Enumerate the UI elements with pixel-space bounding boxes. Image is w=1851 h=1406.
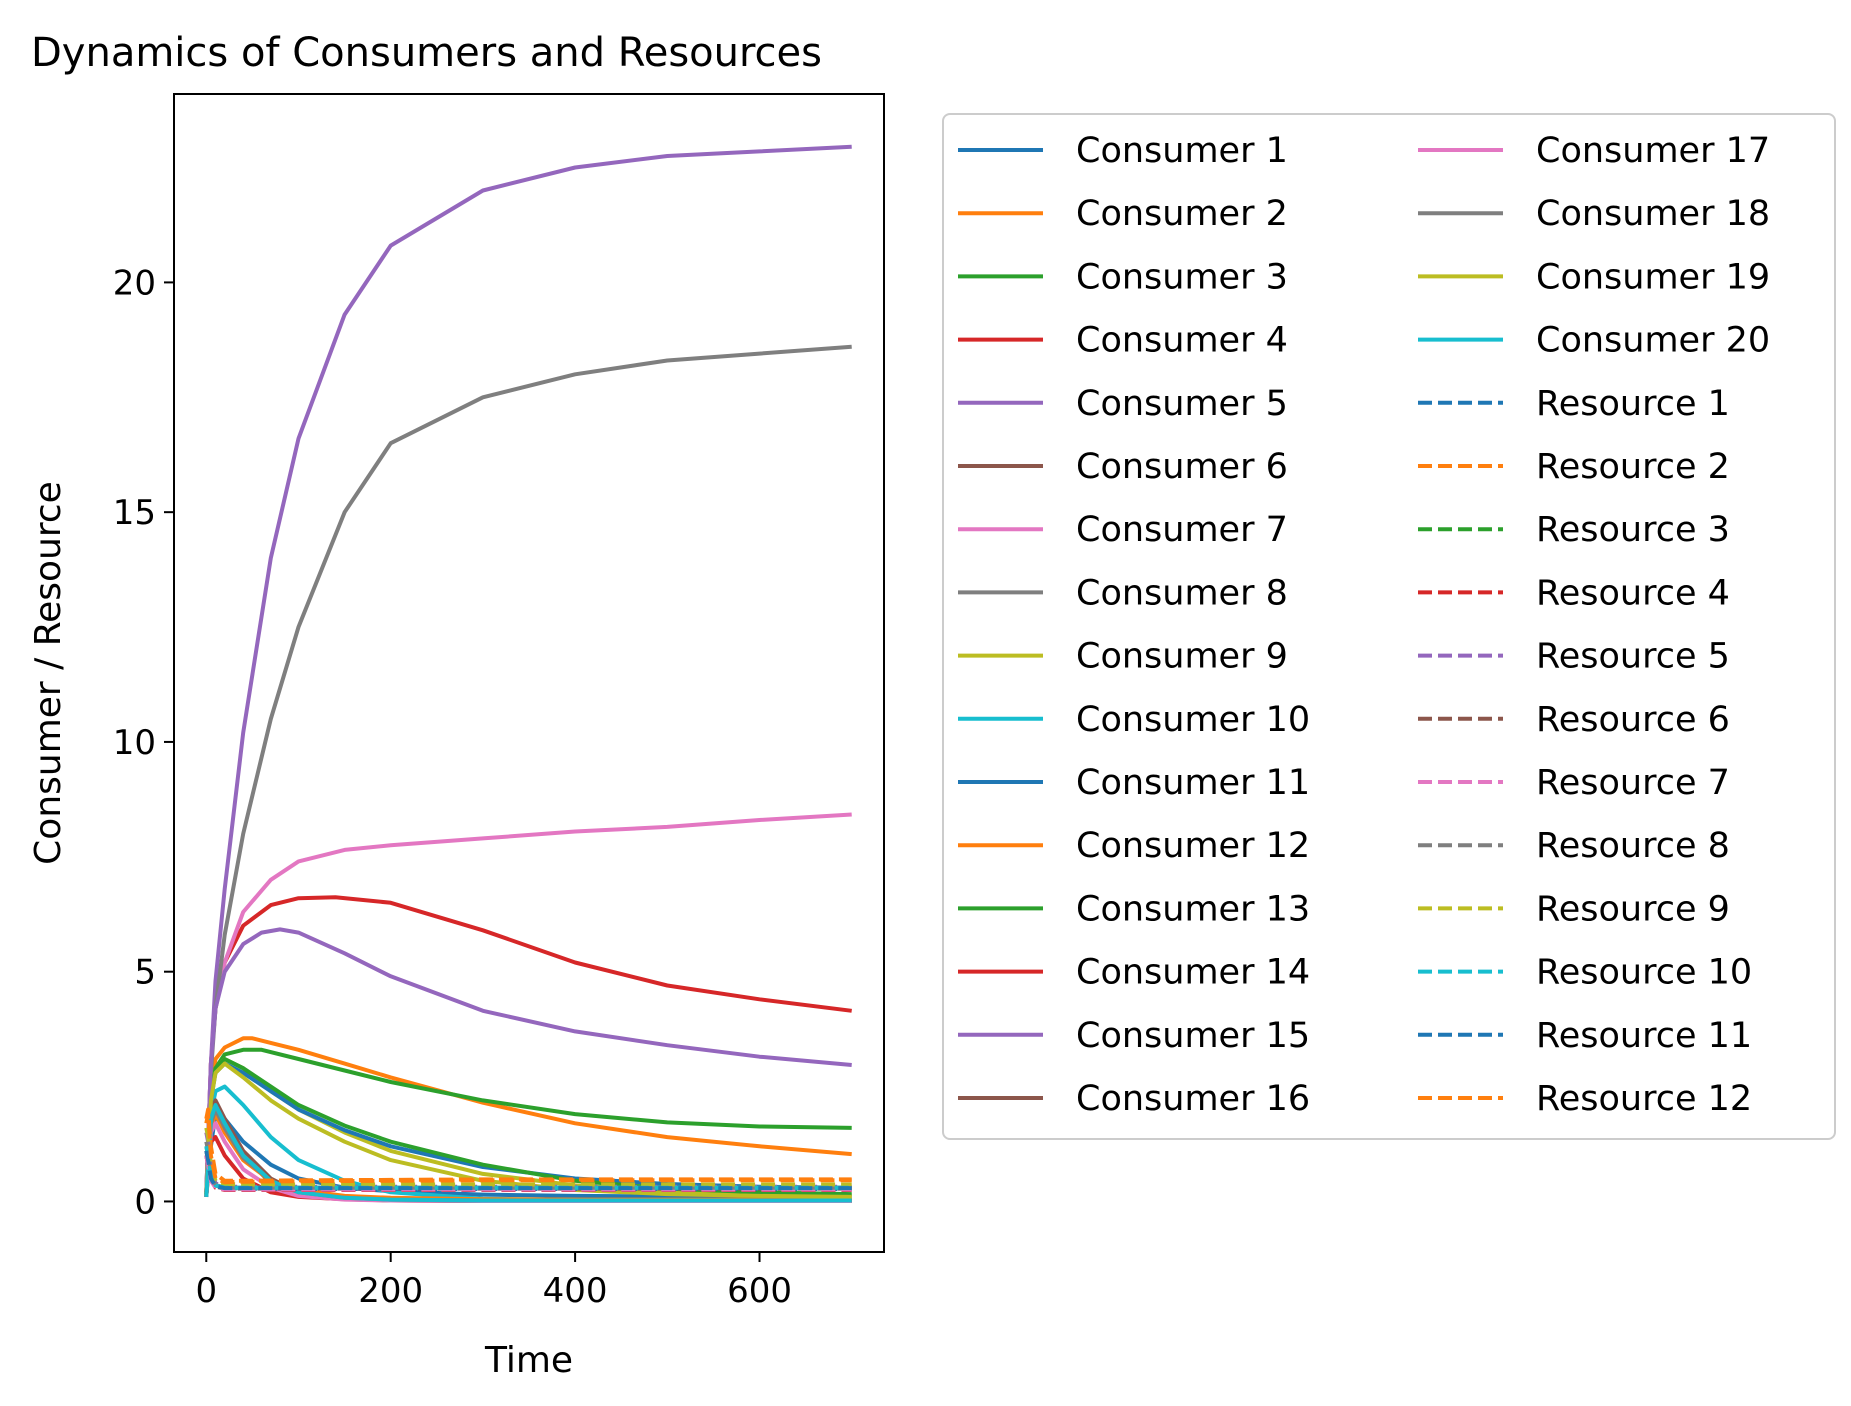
legend-label: Resource 9 — [1536, 889, 1730, 929]
series-line-32 — [204, 1112, 852, 1185]
legend-label: Consumer 12 — [1076, 826, 1310, 866]
y-tick-label: 0 — [134, 1182, 156, 1222]
legend-label: Resource 11 — [1536, 1016, 1752, 1056]
y-axis-label: Consumer / Resource — [28, 481, 69, 865]
legend-label: Consumer 1 — [1076, 131, 1288, 171]
series-line-5 — [204, 144, 852, 1193]
series-line-29 — [204, 1127, 852, 1187]
plot-frame — [173, 93, 885, 1253]
series-group — [204, 144, 852, 1203]
chart-title: Dynamics of Consumers and Resources — [31, 30, 822, 76]
legend-label: Resource 7 — [1536, 763, 1730, 803]
legend-label: Resource 4 — [1536, 573, 1730, 613]
x-tick-label: 200 — [358, 1271, 423, 1311]
legend-label: Consumer 20 — [1536, 321, 1770, 361]
legend-label: Resource 1 — [1536, 384, 1730, 424]
x-tick-label: 0 — [195, 1271, 217, 1311]
legend-label: Consumer 4 — [1076, 321, 1288, 361]
legend-label: Consumer 13 — [1076, 889, 1310, 929]
legend-label: Consumer 17 — [1536, 131, 1770, 171]
legend-label: Resource 12 — [1536, 1079, 1752, 1119]
legend-label: Consumer 15 — [1076, 1016, 1310, 1056]
x-tick-label: 600 — [727, 1271, 792, 1311]
x-tick-label: 400 — [543, 1271, 608, 1311]
legend-label: Consumer 5 — [1076, 384, 1288, 424]
x-axis-label: Time — [484, 1340, 573, 1381]
legend-label: Consumer 7 — [1076, 510, 1288, 550]
legend: Consumer 1 Consumer 2 Consumer 3 Consumer 4… — [942, 113, 1836, 1140]
legend-label: Consumer 2 — [1076, 194, 1288, 234]
legend-items: Consumer 1 Consumer 2 Consumer 3 Consumer 4… — [958, 131, 1770, 1119]
y-axis: 0 5 10 15 20 — [113, 263, 174, 1222]
legend-label: Resource 5 — [1536, 637, 1730, 677]
legend-label: Consumer 19 — [1536, 257, 1770, 297]
legend-label: Consumer 14 — [1076, 953, 1310, 993]
y-tick-label: 15 — [113, 493, 156, 533]
legend-label: Resource 10 — [1536, 953, 1752, 993]
x-axis: 0 200 400 600 — [195, 1252, 792, 1311]
legend-label: Resource 8 — [1536, 826, 1730, 866]
series-line-2 — [204, 1036, 852, 1193]
legend-label: Consumer 8 — [1076, 573, 1288, 613]
series-line-20 — [204, 1103, 852, 1203]
plot-area — [173, 93, 885, 1253]
series-line-19 — [204, 1061, 852, 1199]
legend-label: Consumer 6 — [1076, 447, 1288, 487]
series-line-15 — [204, 927, 852, 1193]
y-tick-label: 5 — [134, 953, 156, 993]
series-line-31 — [204, 1150, 852, 1191]
legend-label: Consumer 10 — [1076, 700, 1310, 740]
y-tick-label: 20 — [113, 263, 156, 303]
legend-frame — [942, 113, 1836, 1140]
legend-label: Consumer 18 — [1536, 194, 1770, 234]
legend-label: Consumer 16 — [1076, 1079, 1310, 1119]
legend-label: Resource 6 — [1536, 700, 1730, 740]
legend-label: Consumer 3 — [1076, 257, 1288, 297]
legend-label: Consumer 11 — [1076, 763, 1310, 803]
legend-label: Resource 3 — [1536, 510, 1730, 550]
legend-label: Resource 2 — [1536, 447, 1730, 487]
legend-label: Consumer 9 — [1076, 637, 1288, 677]
y-tick-label: 10 — [113, 723, 156, 763]
